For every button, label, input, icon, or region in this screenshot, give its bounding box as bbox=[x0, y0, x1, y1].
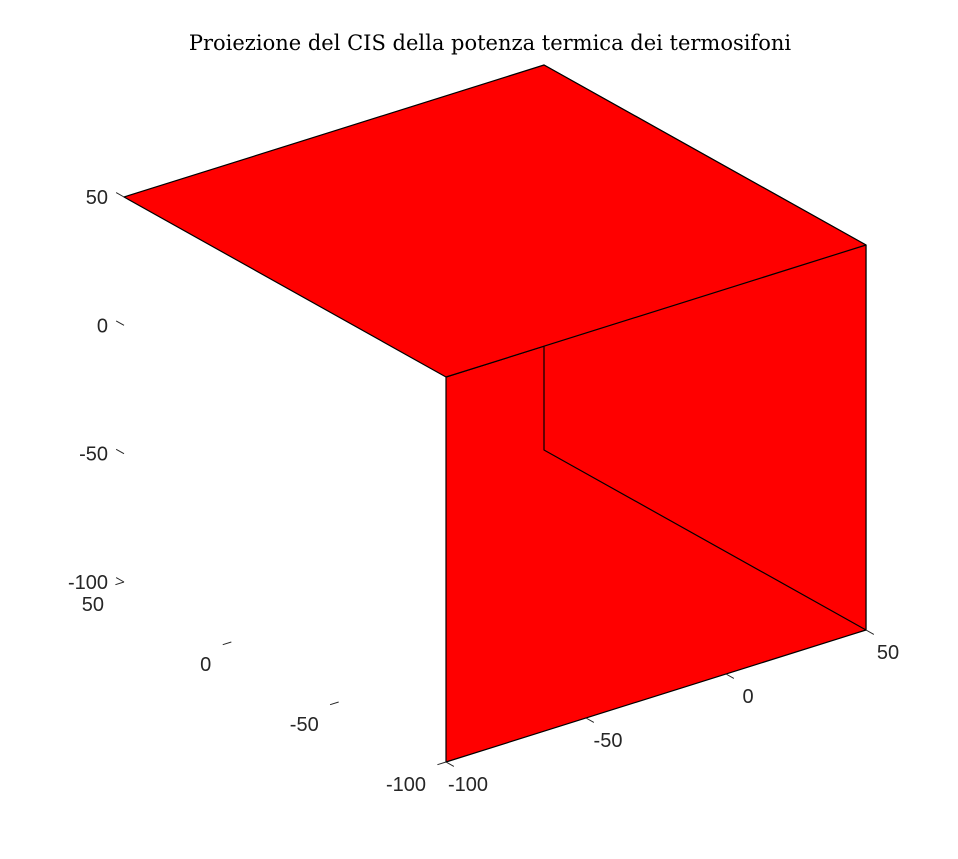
y-tick-0-mark bbox=[222, 641, 232, 646]
y-tick--50-mark bbox=[329, 701, 339, 706]
x-tick-50-mark bbox=[865, 629, 875, 635]
z-tick-0-label: 0 bbox=[97, 315, 108, 337]
x-tick-0-mark bbox=[725, 673, 735, 679]
y-tick-50-mark bbox=[115, 581, 125, 586]
z-tick-50-mark bbox=[115, 192, 125, 198]
y-tick--100-mark bbox=[437, 761, 447, 766]
z-tick-0-mark bbox=[115, 320, 125, 326]
z-tick-50-label: 50 bbox=[86, 187, 108, 209]
x-tick--50-mark bbox=[585, 717, 595, 723]
cube-face-top bbox=[123, 64, 867, 378]
y-tick--100-label: -100 bbox=[386, 774, 426, 796]
z-tick--100-label: -100 bbox=[68, 572, 108, 594]
x-tick--100-label: -100 bbox=[448, 774, 488, 796]
z-tick--100-mark bbox=[115, 577, 125, 583]
x-tick--50-label: -50 bbox=[594, 730, 623, 752]
z-tick--50-mark bbox=[115, 448, 125, 455]
z-tick--50-label: -50 bbox=[79, 444, 108, 466]
x-tick--100-mark bbox=[445, 761, 455, 767]
x-tick-0-label: 0 bbox=[742, 686, 753, 708]
y-tick--50-label: -50 bbox=[290, 714, 319, 736]
y-tick-0-label: 0 bbox=[200, 654, 211, 676]
cube-faces bbox=[123, 64, 867, 763]
chart-title: Proiezione del CIS della potenza termica… bbox=[189, 31, 792, 55]
x-tick-50-label: 50 bbox=[877, 642, 899, 664]
y-tick-50-label: 50 bbox=[82, 594, 104, 616]
